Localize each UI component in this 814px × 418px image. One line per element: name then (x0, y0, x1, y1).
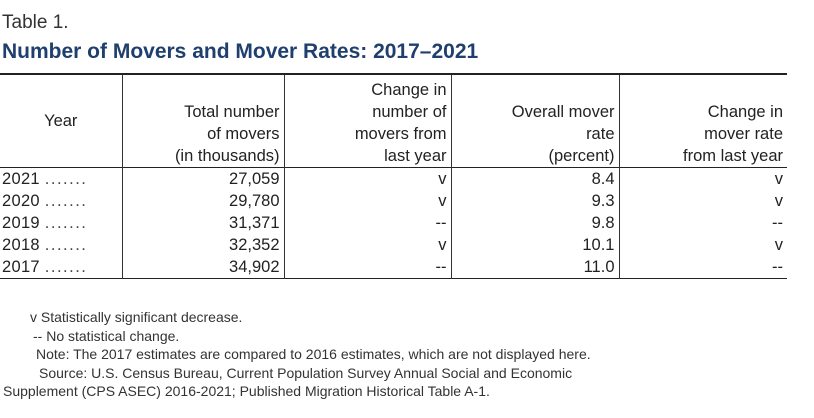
mover-rate-cell: 11.0 (450, 256, 619, 279)
change-movers-cell: v (283, 234, 451, 256)
table-row: 2021 ....... 27,059 v 8.4 v (0, 167, 787, 190)
header-row: Year Total number of movers (in thousand… (0, 74, 787, 168)
change-rate-cell: -- (618, 212, 787, 234)
change-rate-cell: v (618, 234, 787, 256)
note-comparison: Note: The 2017 estimates are compared to… (36, 346, 591, 362)
mover-rate-cell: 9.8 (450, 212, 619, 234)
header-total-movers: Total number of movers (in thousands) (121, 74, 284, 168)
change-rate-cell: v (618, 167, 787, 190)
movers-table: Year Total number of movers (in thousand… (0, 73, 787, 279)
mover-rate-cell: 9.3 (450, 190, 619, 212)
note-source-line-1: Source: U.S. Census Bureau, Current Popu… (39, 364, 573, 381)
year-cell: 2017 ....... (2, 257, 88, 276)
mover-rate-cell: 8.4 (450, 167, 619, 190)
change-rate-cell: -- (618, 256, 787, 279)
change-movers-cell: -- (283, 212, 451, 234)
table-row: 2017 ....... 34,902 -- 11.0 -- (0, 256, 787, 279)
total-movers-cell: 27,059 (121, 167, 284, 190)
note-source-line-2: Supplement (CPS ASEC) 2016-2021; Publish… (3, 383, 490, 399)
table-row: 2020 ....... 29,780 v 9.3 v (0, 190, 787, 212)
table-notes: v Statistically significant decrease. --… (3, 308, 803, 401)
mover-rate-cell: 10.1 (450, 234, 619, 256)
header-change-movers: Change in number of movers from last yea… (283, 74, 451, 168)
year-cell: 2020 ....... (2, 191, 88, 210)
header-mover-rate: Overall mover rate (percent) (450, 74, 619, 168)
note-significant: v Statistically significant decrease. (30, 309, 243, 325)
table-row: 2018 ....... 32,352 v 10.1 v (0, 234, 787, 256)
note-no-change: -- No statistical change. (33, 327, 180, 344)
change-movers-cell: v (283, 167, 451, 190)
header-year: Year (44, 112, 78, 130)
change-movers-cell: -- (283, 256, 451, 279)
year-cell: 2019 ....... (2, 213, 88, 232)
year-cell: 2021 ....... (2, 169, 88, 188)
table-row: 2019 ....... 31,371 -- 9.8 -- (0, 212, 787, 234)
total-movers-cell: 32,352 (121, 234, 284, 256)
change-rate-cell: v (618, 190, 787, 212)
total-movers-cell: 31,371 (121, 212, 284, 234)
total-movers-cell: 34,902 (121, 256, 284, 279)
header-change-rate: Change in mover rate from last year (618, 74, 787, 168)
change-movers-cell: v (283, 190, 451, 212)
year-cell: 2018 ....... (2, 235, 88, 254)
total-movers-cell: 29,780 (121, 190, 284, 212)
table-title: Number of Movers and Mover Rates: 2017–2… (2, 40, 479, 63)
table-label: Table 1. (2, 12, 69, 33)
